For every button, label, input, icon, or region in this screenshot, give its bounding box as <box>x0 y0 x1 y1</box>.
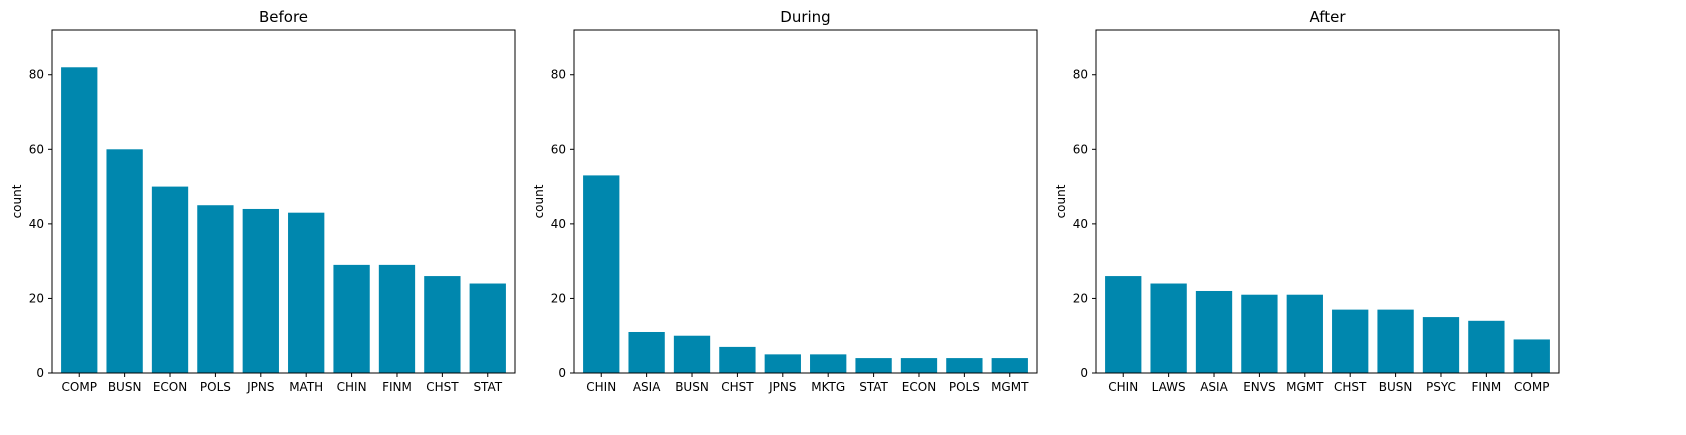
y-axis-label: count <box>532 184 546 218</box>
x-tick-label: JPNS <box>246 380 274 394</box>
y-axis-label: count <box>1054 184 1068 218</box>
x-tick-label: POLS <box>949 380 980 394</box>
x-tick-label: ASIA <box>1200 380 1228 394</box>
y-tick-label: 0 <box>36 366 44 380</box>
x-tick-label: MGMT <box>991 380 1029 394</box>
x-tick-label: LAWS <box>1152 380 1186 394</box>
x-tick-label: MATH <box>289 380 323 394</box>
y-tick-label: 40 <box>1073 217 1088 231</box>
y-tick-label: 40 <box>29 217 44 231</box>
bar-stat <box>855 358 892 373</box>
x-tick-label: PSYC <box>1426 380 1456 394</box>
bar-chst <box>1332 309 1369 373</box>
chart-panel-1: COMP BUSN ECON POLS JPNS MATH CHIN FINM CHST STAT… <box>10 8 516 394</box>
bar-asia <box>628 331 665 373</box>
y-tick-label: 80 <box>29 68 44 82</box>
bar-jpns <box>764 354 801 373</box>
x-tick-label: MKTG <box>811 380 845 394</box>
x-tick-label: FINM <box>382 380 412 394</box>
bar-mgmt <box>1286 294 1323 373</box>
x-tick-label: BUSN <box>108 380 142 394</box>
x-tick-label: CHIN <box>1108 380 1138 394</box>
bar-comp <box>61 67 98 373</box>
bar-chin <box>583 175 620 373</box>
x-tick-label: CHIN <box>337 380 367 394</box>
y-tick-label: 20 <box>1073 291 1088 305</box>
bar-chst <box>424 276 461 373</box>
bar-econ <box>900 358 938 373</box>
bar-psyc <box>1422 317 1460 373</box>
axes-frame <box>573 29 1038 374</box>
x-tick-label: COMP <box>62 380 97 394</box>
y-tick-label: 0 <box>558 366 566 380</box>
chart-panel-2: CHIN ASIA BUSN CHST JPNS MKTG STAT ECON POLS MGMT… <box>532 8 1038 394</box>
y-tick-label: 20 <box>551 291 566 305</box>
bar-pols <box>197 205 234 373</box>
axes-frame <box>1095 29 1560 374</box>
y-tick-label: 60 <box>551 142 566 156</box>
y-tick-label: 80 <box>1073 68 1088 82</box>
y-tick-label: 20 <box>29 291 44 305</box>
bar-busn <box>1377 309 1414 373</box>
bar-envs <box>1241 294 1278 373</box>
x-tick-label: FINM <box>1471 380 1501 394</box>
bar-pols <box>946 358 983 373</box>
y-tick-label: 60 <box>1073 142 1088 156</box>
bar-math <box>288 212 325 373</box>
bar-asia <box>1195 290 1233 373</box>
x-tick-label: CHST <box>721 380 754 394</box>
chart-panel-3: CHIN LAWS ASIA ENVS MGMT CHST BUSN PSYC FINM COMP… <box>1054 8 1560 394</box>
bar-mktg <box>810 354 847 373</box>
bar-chst <box>719 346 756 373</box>
x-tick-label: CHIN <box>586 380 616 394</box>
x-tick-label: COMP <box>1514 380 1549 394</box>
x-tick-label: ENVS <box>1243 380 1275 394</box>
x-tick-label: POLS <box>200 380 231 394</box>
y-tick-label: 0 <box>1080 366 1088 380</box>
bar-econ <box>151 186 189 373</box>
bar-comp <box>1513 339 1550 373</box>
bar-chin <box>333 264 370 373</box>
bar-laws <box>1150 283 1187 373</box>
bar-busn <box>673 335 711 373</box>
bar-finm <box>378 264 416 373</box>
x-tick-label: MGMT <box>1286 380 1324 394</box>
x-tick-label: JPNS <box>768 380 796 394</box>
x-tick-label: ECON <box>902 380 936 394</box>
bar-chin <box>1105 276 1142 373</box>
bar-mgmt <box>991 358 1028 373</box>
chart-title: During <box>780 8 830 26</box>
y-tick-label: 40 <box>551 217 566 231</box>
x-tick-label: ASIA <box>633 380 661 394</box>
bar-finm <box>1468 320 1505 373</box>
bar-jpns <box>242 208 279 373</box>
x-tick-label: BUSN <box>1379 380 1413 394</box>
chart-title: After <box>1309 8 1346 26</box>
chart-title: Before <box>259 8 308 26</box>
x-tick-label: BUSN <box>675 380 709 394</box>
y-tick-label: 80 <box>551 68 566 82</box>
x-tick-label: STAT <box>859 380 888 394</box>
y-tick-label: 60 <box>29 142 44 156</box>
y-axis-label: count <box>10 184 24 218</box>
bar-busn <box>106 149 143 373</box>
x-tick-label: ECON <box>153 380 187 394</box>
axes-frame <box>51 29 516 374</box>
bar-stat <box>469 283 506 373</box>
x-tick-label: CHST <box>1334 380 1367 394</box>
x-tick-label: STAT <box>473 380 502 394</box>
x-tick-label: CHST <box>426 380 459 394</box>
